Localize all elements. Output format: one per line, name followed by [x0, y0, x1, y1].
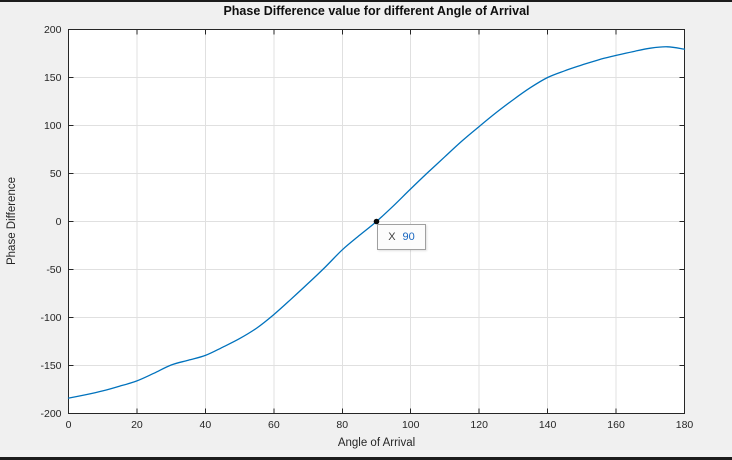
x-tick-label: 120 [470, 419, 488, 431]
y-tick-label: -200 [40, 408, 61, 420]
x-tick-label: 0 [66, 419, 72, 431]
y-tick-label: -150 [40, 360, 61, 372]
x-tick-label: 80 [336, 419, 348, 431]
datatip-x-value: 90 [402, 231, 415, 243]
datatip[interactable]: X 90 [377, 224, 426, 250]
window-top-border [0, 0, 732, 2]
x-axis-label: Angle of Arrival [337, 437, 416, 449]
datatip-marker[interactable] [373, 218, 380, 225]
y-tick-label: -50 [46, 264, 61, 276]
x-tick-label: 40 [200, 419, 212, 431]
x-tick-label: 60 [268, 419, 280, 431]
x-tick-label: 140 [539, 419, 557, 431]
x-tick-label: 100 [402, 419, 420, 431]
y-tick-label: 100 [44, 120, 62, 132]
x-tick-label: 180 [676, 419, 694, 431]
y-axis-label: Phase Difference [6, 177, 18, 266]
y-tick-label: 200 [44, 24, 62, 36]
y-tick-label: 0 [56, 216, 62, 228]
x-tick-label: 160 [607, 419, 625, 431]
window-bottom-border [0, 457, 732, 460]
chart-title: Phase Difference value for different Ang… [223, 4, 530, 18]
y-tick-label: 150 [44, 72, 62, 84]
datatip-x-label: X [388, 231, 396, 243]
x-tick-label: 20 [131, 419, 143, 431]
y-tick-label: 50 [50, 168, 62, 180]
y-tick-label: -100 [40, 312, 61, 324]
